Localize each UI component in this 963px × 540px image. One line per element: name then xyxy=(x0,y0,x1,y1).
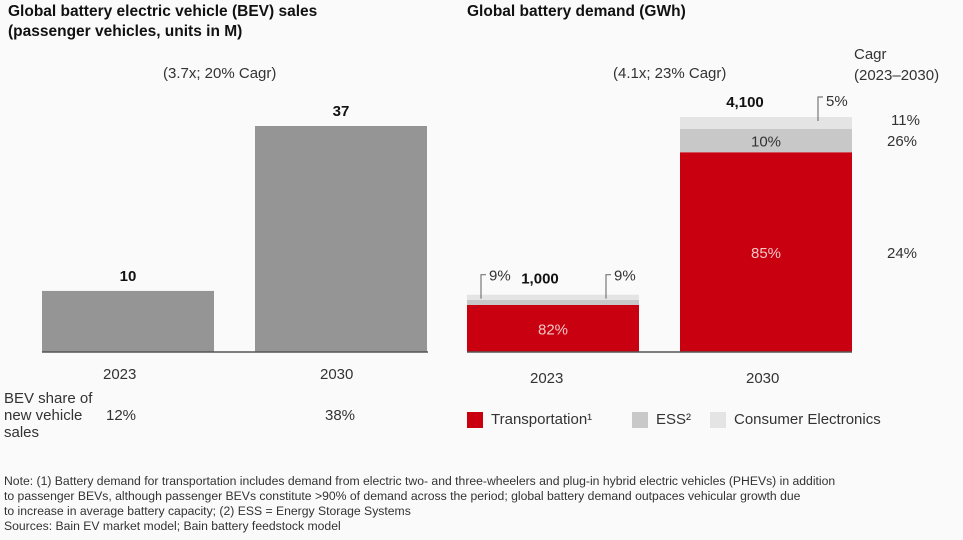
callout-line-ess-2023 xyxy=(480,274,486,299)
demand-segment-consumerelectronics-2023 xyxy=(467,294,639,300)
bev-share-label-line3: sales xyxy=(4,424,40,441)
demand-segment-consumerelectronics-2030 xyxy=(680,117,852,129)
cagr-header: Cagr (2023–2030) xyxy=(854,44,939,86)
bev-share-2030: 38% xyxy=(325,407,356,424)
right-x-tick-2030: 2030 xyxy=(746,370,780,387)
demand-total-label-2030: 4,100 xyxy=(726,94,764,111)
demand-segment-ess-2030 xyxy=(680,128,852,153)
transportation-share-label-2023: 82% xyxy=(538,322,568,339)
footnote-line2: to passenger BEVs, although passenger BE… xyxy=(4,489,801,503)
callout-label-consumer-electronics-2030: 5% xyxy=(826,93,848,110)
cagr-ess: 26% xyxy=(887,133,918,150)
cagr-transportation: 24% xyxy=(887,245,918,262)
demand-total-label-2023: 1,000 xyxy=(521,271,559,288)
footnote-line3: to increase in average battery capacity;… xyxy=(4,504,411,518)
legend-label-transportation: Transportation¹ xyxy=(491,411,593,428)
bev-share-label: BEV share of new vehicle sales xyxy=(4,390,92,441)
demand-segment-transportation-2023 xyxy=(467,305,639,352)
footnote-sources: Sources: Bain EV market model; Bain batt… xyxy=(4,519,341,533)
ess-share-label-2030: 10% xyxy=(751,134,781,151)
bev-share-label-line1: BEV share of xyxy=(4,390,93,407)
demand-segment-ess-2023 xyxy=(467,299,639,305)
bev-value-label-2023: 10 xyxy=(120,268,137,285)
demand-segment-transportation-2030 xyxy=(680,152,852,352)
bev-value-label-2030: 37 xyxy=(333,103,350,120)
bev-sales-chart: 10 37 xyxy=(42,103,428,353)
cagr-header-line2: (2023–2030) xyxy=(854,67,940,84)
callout-label-consumer-electronics-2023: 9% xyxy=(614,268,636,285)
legend-swatch-transportation xyxy=(467,411,483,428)
left-x-tick-2030: 2030 xyxy=(320,366,354,383)
bev-bar-2023 xyxy=(42,290,214,352)
right-cagr-annotation: (4.1x; 23% Cagr) xyxy=(613,65,727,82)
callout-line-consumer-electronics-2023 xyxy=(605,274,611,299)
legend-label-ess: ESS² xyxy=(656,411,692,428)
legend-consumer-electronics: Consumer Electronics xyxy=(710,411,881,428)
cagr-consumer-electronics: 11% xyxy=(891,112,920,129)
bev-share-2023: 12% xyxy=(106,407,137,424)
legend-label-consumer-electronics: Consumer Electronics xyxy=(734,411,881,428)
left-x-tick-2023: 2023 xyxy=(103,366,137,383)
callout-line-consumer-electronics-2030 xyxy=(817,96,823,121)
footnote: Note: (1) Battery demand for transportat… xyxy=(4,474,962,534)
legend-transportation: Transportation¹ xyxy=(467,411,592,428)
legend-swatch-consumer-electronics xyxy=(710,411,726,428)
left-title-line1: Global battery electric vehicle (BEV) sa… xyxy=(8,3,318,20)
legend-swatch-ess xyxy=(632,411,648,428)
legend-ess: ESS² xyxy=(632,411,691,428)
callout-label-ess-2023: 9% xyxy=(489,268,511,285)
right-x-tick-2023: 2023 xyxy=(530,370,564,387)
battery-demand-chart: 82% 1,000 9% 9% 85% 4,100 10% 5% xyxy=(467,93,852,353)
bev-share-label-line2: new vehicle xyxy=(4,407,83,424)
right-chart-title: Global battery demand (GWh) xyxy=(467,3,686,20)
left-cagr-annotation: (3.7x; 20% Cagr) xyxy=(163,65,277,82)
bev-bar-2030 xyxy=(255,126,427,352)
cagr-header-line1: Cagr xyxy=(854,46,887,63)
left-chart-title: Global battery electric vehicle (BEV) sa… xyxy=(8,2,317,42)
footnote-line1: Note: (1) Battery demand for transportat… xyxy=(4,474,836,488)
left-title-line2: (passenger vehicles, units in M) xyxy=(8,23,243,40)
transportation-share-label-2030: 85% xyxy=(751,245,781,262)
